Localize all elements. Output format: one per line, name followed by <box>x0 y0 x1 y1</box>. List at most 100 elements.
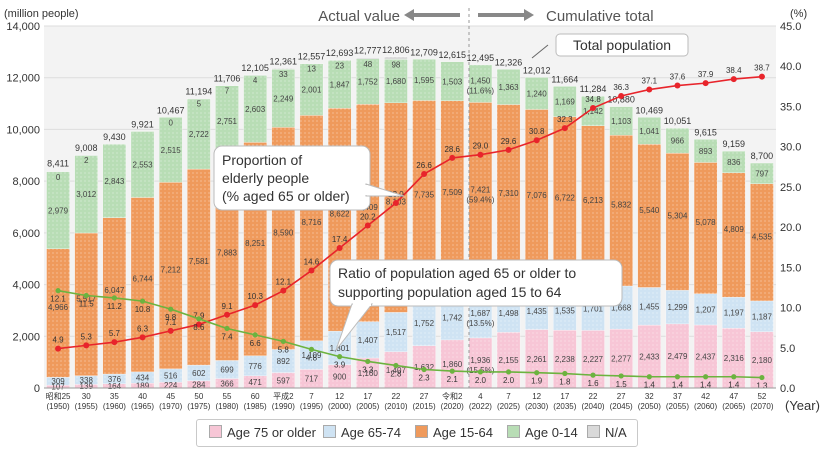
x-tick-label-bottom: (2030) <box>525 402 548 411</box>
elderly-proportion-value: 7.1 <box>165 318 177 327</box>
legend-item-15: Age 15-64 <box>415 425 493 440</box>
legend-item-65: Age 65-74 <box>323 425 401 440</box>
bar-segment-15-64 <box>722 172 746 298</box>
elderly-proportion-value: 30.8 <box>529 127 545 136</box>
bar-segment-0-14 <box>412 59 436 101</box>
ratio-value: 1.4 <box>644 381 656 390</box>
y-right-tick-label: 5.0 <box>780 343 795 355</box>
label-age-75: 164 <box>108 382 122 391</box>
elderly-proportion-point <box>702 80 709 87</box>
elderly-proportion-value: 37.9 <box>698 70 714 79</box>
elderly-proportion-point <box>505 146 512 153</box>
label-age-0-14: 1,363 <box>499 83 520 92</box>
x-tick-label-top: 27 <box>420 392 429 401</box>
x-tick-label-top: 4 <box>478 392 483 401</box>
label-age-0-14: 1,103 <box>611 117 632 126</box>
elderly-proportion-value: 38.4 <box>726 66 742 75</box>
label-age-0-14: 966 <box>671 137 685 146</box>
ratio-point <box>421 366 427 373</box>
label-age-75: 597 <box>277 376 291 385</box>
elderly-label-line1: Proportion of <box>222 152 302 168</box>
bar-total-label: 11,284 <box>580 84 607 94</box>
label-age-65-74: 1,435 <box>527 307 548 316</box>
x-tick-label-top: 55 <box>223 392 232 401</box>
ratio-value: 7.4 <box>221 332 233 341</box>
bar-total-label: 12,361 <box>270 56 298 66</box>
ratio-value: 1.8 <box>559 378 571 387</box>
elderly-proportion-value: 5.3 <box>81 332 93 341</box>
x-tick-label-top: 60 <box>251 392 260 401</box>
label-age-75: 2,238 <box>555 355 576 364</box>
right-axis-unit: (%) <box>790 8 807 20</box>
x-tick-label-top: 52 <box>757 392 766 401</box>
x-tick-label-bottom: (1965) <box>131 402 154 411</box>
y-left-tick-label: 2,000 <box>12 331 40 343</box>
legend-swatch-75 <box>209 425 222 438</box>
elderly-proportion-point <box>195 321 202 328</box>
label-age-15-64: 7,581 <box>189 257 210 266</box>
x-tick-label-bottom: (2000) <box>328 402 351 411</box>
label-age-0-14: 1,169 <box>555 98 576 107</box>
ratio-point <box>505 369 512 375</box>
x-tick-label-top: 22 <box>391 392 400 401</box>
legend-swatch-0 <box>507 425 520 438</box>
x-tick-label-bottom: (2015) <box>413 402 436 411</box>
x-tick-label-bottom: (1985) <box>244 402 267 411</box>
ratio-value: 2.3 <box>419 373 431 382</box>
ratio-point <box>731 374 737 380</box>
ratio-value: 1.3 <box>756 382 768 391</box>
label-age-0-14: 1,503 <box>442 77 463 86</box>
x-tick-label-top: 40 <box>138 392 147 401</box>
label-age-75: 2,437 <box>696 352 717 361</box>
label-age-0-14: 2,249 <box>273 94 294 103</box>
ratio-value: 6.6 <box>250 339 262 348</box>
legend-label-na: N/A <box>605 425 627 440</box>
bar-segment-15-64 <box>693 162 718 294</box>
ratio-point <box>139 298 146 304</box>
label-age-65-74: 1,517 <box>386 328 407 337</box>
bar-segment-0-14 <box>693 139 718 163</box>
label-age-15-64: 6,213 <box>583 196 604 205</box>
x-tick-label-top: 7 <box>309 392 314 401</box>
ratio-value: 11.5 <box>79 299 95 308</box>
y-left-tick-label: 12,000 <box>6 73 40 85</box>
ratio-value: 10.8 <box>135 305 151 314</box>
y-left-tick-label: 0 <box>34 383 40 395</box>
ratio-value: 3.9 <box>334 361 346 370</box>
label-age-75: 107 <box>51 383 65 392</box>
ratio-point <box>55 288 61 294</box>
bar-segment-na <box>187 98 211 100</box>
label-age-65-74: 699 <box>220 365 234 374</box>
label-na: 98 <box>391 60 400 69</box>
label-age-75: 1,860 <box>442 360 463 369</box>
elderly-proportion-point <box>477 151 484 158</box>
elderly-proportion-value: 9.1 <box>221 302 233 311</box>
legend-label-15: Age 15-64 <box>433 425 493 440</box>
bar-segment-na <box>215 85 239 86</box>
label-age-15-64: 5,304 <box>667 212 688 221</box>
elderly-proportion-point <box>421 171 428 178</box>
label-age-65-74: 1,299 <box>667 303 688 312</box>
ratio-point <box>280 338 286 344</box>
label-age-65-74: 1,407 <box>358 336 379 345</box>
ratio-point <box>393 362 399 369</box>
legend: Age 75 or older Age 65-74 Age 15-64 Age … <box>196 419 638 447</box>
label-age-75: 717 <box>305 375 319 384</box>
label-age-0-14: 1,450 <box>470 77 491 86</box>
elderly-label-line3: (% aged 65 or older) <box>222 188 350 204</box>
elderly-proportion-point <box>590 105 596 112</box>
label-age-0-14: 2,001 <box>301 86 322 95</box>
x-tick-label-bottom: (2010) <box>384 402 407 411</box>
ratio-value: 1.5 <box>616 380 628 389</box>
bar-segment-15-64 <box>187 168 211 366</box>
x-tick-label-bottom: (2020) <box>441 402 464 411</box>
elderly-proportion-value: 37.1 <box>642 77 658 86</box>
bar-total-label: 10,880 <box>607 95 635 105</box>
x-tick-label-bottom: (1975) <box>187 402 210 411</box>
x-tick-label-bottom: (2070) <box>750 402 773 411</box>
label-age-75: 471 <box>248 378 262 387</box>
y-right-tick-label: 25.0 <box>780 182 801 194</box>
label-age-15-64: 6,744 <box>133 275 154 284</box>
elderly-proportion-point <box>139 334 146 341</box>
bar-total-label: 11,706 <box>214 73 241 83</box>
